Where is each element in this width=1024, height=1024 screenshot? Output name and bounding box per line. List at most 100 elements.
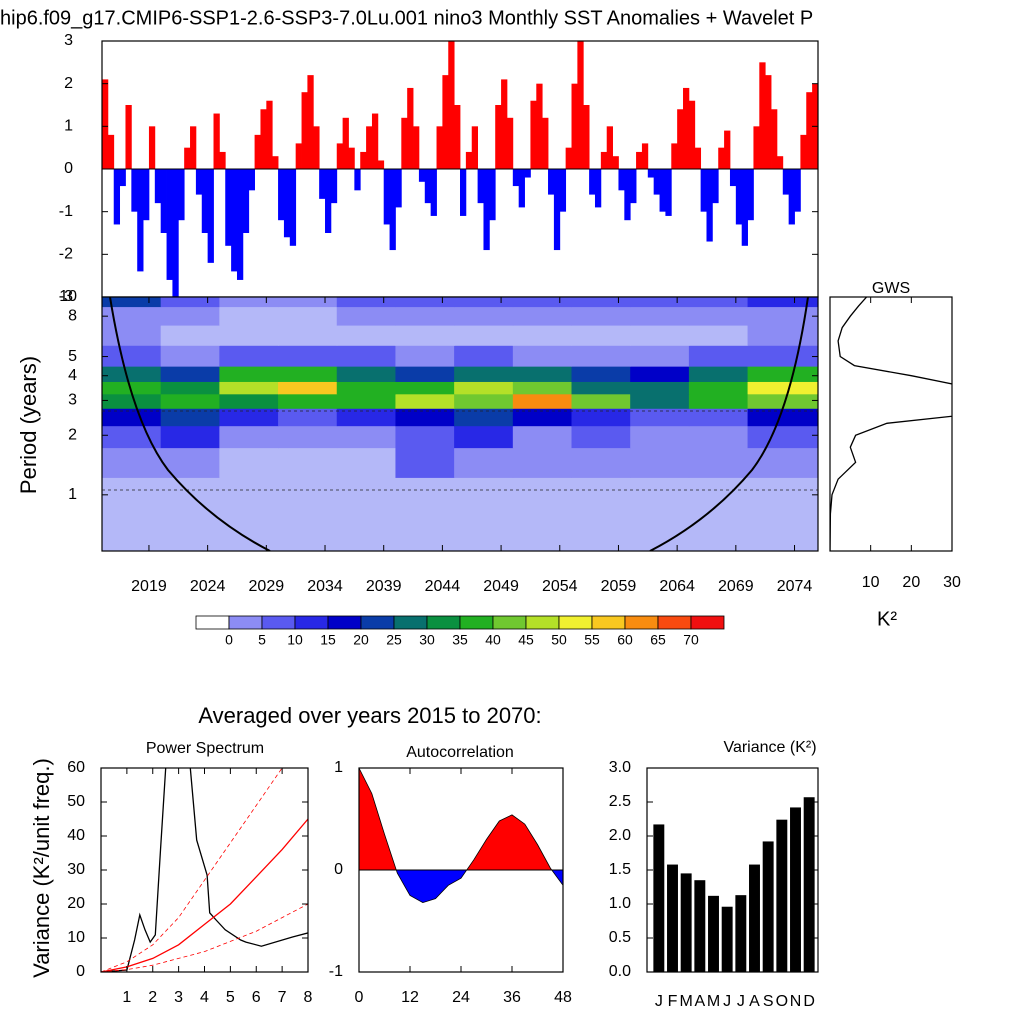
x-tick-label: 2064 — [659, 578, 695, 595]
wavelet-cell — [454, 306, 514, 326]
anomaly-bar — [647, 169, 655, 178]
spectrum-line — [101, 768, 308, 972]
wavelet-cell — [630, 325, 690, 346]
y-tick-label: 0 — [76, 963, 85, 980]
wavelet-cell — [747, 447, 818, 478]
wavelet-cell — [336, 345, 396, 367]
anomaly-bar — [765, 75, 772, 169]
wavelet-cell — [454, 447, 514, 478]
y-tick-label: 3.0 — [609, 759, 631, 776]
wavelet-cell — [747, 366, 818, 382]
wavelet-cell — [336, 425, 396, 449]
anomaly-bar — [548, 169, 555, 195]
wavelet-cell — [336, 297, 396, 308]
anomaly-bar — [495, 105, 502, 169]
anomaly-bar — [325, 169, 332, 233]
wavelet-cell — [571, 393, 631, 409]
wavelet-cell — [571, 345, 631, 367]
wavelet-cell — [512, 345, 573, 367]
x-tick-label: M — [707, 993, 720, 1010]
anomaly-bar — [724, 130, 731, 169]
anomaly-bar — [759, 62, 766, 170]
y-tick-label: -1 — [59, 203, 73, 220]
wavelet-cell — [336, 366, 396, 382]
wavelet-cell — [219, 425, 279, 449]
anomaly-bar — [336, 143, 344, 169]
anomaly-bar — [782, 169, 790, 195]
y-tick-label: 0.5 — [609, 929, 631, 946]
wavelet-cell — [512, 325, 573, 346]
y-tick-label: 0 — [64, 160, 73, 177]
anomaly-bar — [360, 151, 367, 169]
cone-of-influence — [649, 297, 809, 551]
anomaly-bar — [636, 151, 643, 169]
chart-title: Power Spectrum — [146, 740, 264, 757]
x-tick-label: 5 — [226, 989, 235, 1006]
anomaly-bar — [612, 156, 619, 169]
chart-layer: hip6.f09_g17.CMIP6-SSP1-2.6-SSP3-7.0Lu.0… — [0, 7, 961, 1010]
wavelet-cell — [688, 306, 749, 326]
spectrum-line — [101, 818, 308, 972]
colorbar-label: 55 — [584, 632, 600, 648]
y-tick-label: 1 — [68, 486, 77, 503]
wavelet-cell — [160, 345, 220, 367]
anomaly-bar — [242, 169, 250, 233]
anomaly-bar — [377, 160, 385, 169]
colorbar-box — [393, 615, 428, 630]
y-tick-label: 2 — [64, 75, 73, 92]
anomaly-bar — [536, 83, 543, 169]
anomaly-bar — [565, 147, 572, 169]
colorbar-box — [690, 615, 725, 630]
anomaly-bar — [483, 169, 490, 251]
anomaly-bar — [278, 169, 285, 221]
wavelet-cell — [395, 345, 455, 367]
anomaly-bar — [518, 169, 525, 208]
anomaly-bar — [706, 169, 713, 242]
y-tick-label: 8 — [68, 307, 77, 324]
wavelet-cell — [454, 425, 514, 449]
wavelet-cell — [571, 408, 631, 427]
wavelet-cell — [219, 447, 279, 478]
wavelet-cell — [512, 477, 573, 551]
anomaly-bar — [342, 117, 349, 169]
wavelet-cell — [102, 408, 162, 427]
anomaly-bar — [289, 169, 297, 246]
x-tick-label: S — [763, 993, 774, 1010]
wavelet-cell — [160, 381, 220, 395]
wavelet-cell — [278, 425, 338, 449]
colorbar-box — [558, 615, 593, 630]
anomaly-bar — [383, 169, 390, 225]
anomaly-bar — [231, 169, 238, 272]
x-tick-label: 2 — [148, 989, 157, 1006]
anomaly-bar — [477, 169, 484, 204]
anomaly-bar — [272, 156, 279, 169]
anomaly-bar — [178, 169, 185, 221]
y-tick-label: 10 — [67, 929, 85, 946]
bar — [680, 873, 692, 972]
anomaly-bar — [630, 169, 637, 204]
anomaly-bar — [606, 126, 613, 169]
anomaly-bar — [102, 79, 109, 169]
colorbar-label: 10 — [287, 632, 303, 648]
heading: Averaged over years 2015 to 2070: — [198, 703, 541, 728]
wavelet-cell — [512, 447, 573, 478]
wavelet-cell — [571, 306, 631, 326]
x-tick-label: 12 — [401, 989, 419, 1006]
anomaly-bar — [776, 156, 784, 169]
wavelet-cell — [395, 393, 455, 409]
anomaly-bar — [413, 126, 420, 169]
colorbar-label: 45 — [518, 632, 534, 648]
y-tick-label: 4 — [68, 367, 77, 384]
wavelet-cell — [630, 477, 690, 551]
anomaly-bar — [418, 169, 426, 182]
anomaly-bar — [254, 134, 261, 169]
y-tick-label: 20 — [67, 895, 85, 912]
x-tick-label: 7 — [278, 989, 287, 1006]
anomaly-bar — [166, 169, 173, 280]
anomaly-bar — [190, 126, 197, 169]
anomaly-bar — [436, 126, 443, 169]
anomaly-bar — [248, 169, 255, 191]
colorbar-label: 50 — [551, 632, 567, 648]
anomaly-bar — [741, 169, 748, 246]
anomaly-bar — [448, 41, 455, 169]
